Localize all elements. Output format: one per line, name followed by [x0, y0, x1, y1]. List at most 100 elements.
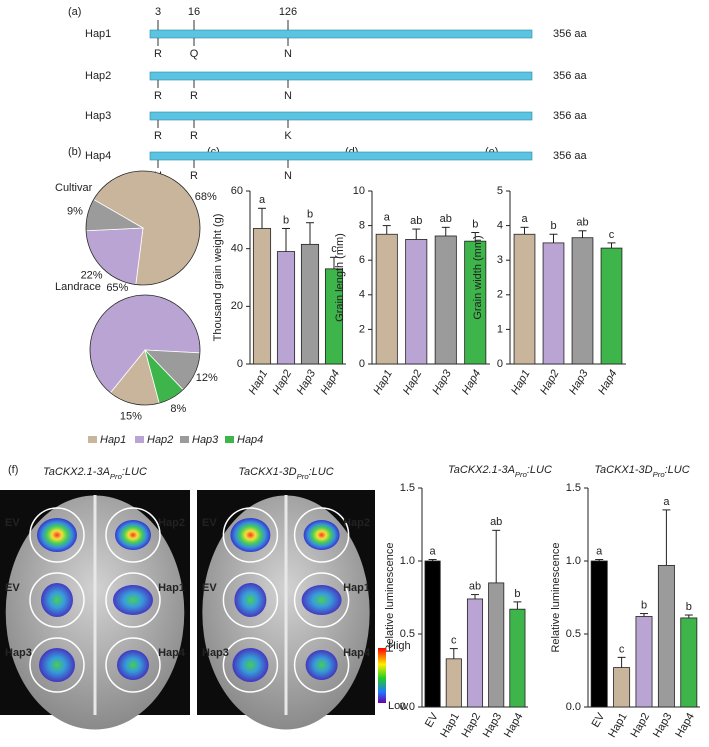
length-label: 356 aa [553, 110, 588, 122]
bar [600, 247, 623, 365]
title: TaCKX1-3DPro:LUC [238, 466, 333, 481]
y-tick-label: 0 [497, 358, 503, 370]
infiltration-circle [222, 572, 279, 628]
significance-letter: ab [469, 580, 481, 592]
significance-letter: c [619, 643, 625, 655]
colorbar-low: Low [388, 700, 408, 712]
residue: R [154, 48, 162, 60]
x-tick-label: Hap3 [430, 367, 454, 397]
bar [657, 564, 675, 708]
y-tick-label: 20 [231, 300, 243, 312]
infiltration-label: Hap4 [158, 647, 186, 659]
infiltration-circle [105, 572, 161, 628]
legend-swatch [135, 436, 144, 443]
pie-label: 12% [196, 372, 218, 384]
y-tick-label: 0.0 [566, 701, 581, 713]
title-sub: Pro [515, 470, 528, 479]
bar [276, 251, 296, 365]
bar [571, 237, 594, 365]
infiltration-circle [293, 507, 350, 563]
residue: N [284, 48, 292, 60]
y-tick-label: 10 [353, 185, 365, 197]
bar [542, 242, 565, 365]
significance-letter: b [472, 218, 478, 230]
luminescence-blob [37, 518, 77, 552]
y-tick-label: 1.5 [400, 482, 415, 494]
title-main: TaCKX1-3D [594, 464, 652, 476]
legend-swatch [180, 436, 189, 443]
significance-letter: ab [490, 516, 502, 528]
length-label: 356 aa [553, 28, 588, 40]
legend-swatch [225, 436, 234, 443]
luminescence-blob [41, 583, 73, 617]
infiltration-circle [105, 507, 161, 563]
luminescence-blob [39, 648, 75, 682]
y-axis-label: Relative luminescence [550, 542, 562, 652]
bar [300, 243, 320, 365]
y-tick-label: 1.0 [400, 555, 415, 567]
y-tick-label: 2 [497, 289, 503, 301]
x-tick-label: Hap4 [460, 368, 484, 397]
title-sub: Pro [110, 472, 123, 481]
infiltration-circle [29, 507, 85, 563]
hap-name: Hap2 [85, 70, 111, 82]
x-tick-label: Hap1 [606, 711, 630, 740]
y-tick-label: 8 [359, 220, 365, 232]
y-axis-label: Thousand grain weight (g) [212, 214, 224, 342]
x-tick-label: Hap3 [481, 711, 505, 740]
x-tick-label: Hap4 [319, 368, 343, 397]
infiltration-label: EV [202, 517, 217, 529]
title: TaCKX2.1-3APro:LUC [43, 466, 147, 481]
title-suffix: :LUC [527, 464, 552, 476]
x-tick-label: Hap3 [295, 367, 319, 397]
infiltration-label: Hap3 [202, 647, 229, 659]
title-main: TaCKX2.1-3A [448, 464, 515, 476]
title-suffix: :LUC [665, 464, 690, 476]
x-tick-label: Hap2 [271, 368, 295, 397]
significance-letter: b [514, 588, 520, 600]
length-label: 356 aa [553, 70, 588, 82]
bar [590, 560, 608, 708]
bar [464, 240, 487, 365]
position-label: 16 [188, 6, 200, 18]
significance-letter: b [686, 601, 692, 613]
bar [445, 658, 462, 708]
significance-letter: b [307, 209, 313, 221]
panel-label: (a) [68, 6, 81, 18]
x-tick-label: EV [423, 710, 441, 729]
legend-label: Hap4 [237, 434, 263, 446]
length-label: 356 aa [553, 150, 588, 162]
residue: R [154, 90, 162, 102]
pie-title: Cultivar [55, 182, 93, 194]
significance-letter: b [283, 214, 289, 226]
significance-letter: b [550, 220, 556, 232]
infiltration-label: Hap2 [343, 517, 370, 529]
position-label: 3 [155, 6, 161, 18]
bar [513, 233, 536, 365]
infiltration-label: EV [5, 517, 20, 529]
infiltration-label: EV [202, 582, 217, 594]
colorbar-high: High [388, 640, 411, 652]
luminescence-blob [115, 520, 151, 550]
pie-title: Landrace [55, 281, 101, 293]
significance-letter: ab [440, 213, 452, 225]
y-tick-label: 40 [231, 243, 243, 255]
residue: R [154, 130, 162, 142]
significance-letter: c [609, 229, 615, 241]
residue: N [284, 170, 292, 182]
protein-bar [149, 71, 533, 81]
y-axis-label: Grain length (mm) [334, 233, 346, 322]
luminescence-blob [232, 648, 269, 682]
bar [466, 598, 484, 708]
bar [434, 235, 457, 365]
y-tick-label: 2 [359, 323, 365, 335]
luminescence-blob [234, 583, 267, 617]
x-tick-label: Hap2 [538, 368, 562, 397]
infiltration-label: Hap4 [343, 647, 371, 659]
x-tick-label: Hap1 [438, 711, 462, 740]
luminescence-blob [301, 585, 342, 615]
pie-label: 22% [81, 269, 103, 281]
bar [488, 582, 505, 708]
x-tick-label: Hap3 [651, 711, 675, 740]
residue: R [190, 130, 198, 142]
